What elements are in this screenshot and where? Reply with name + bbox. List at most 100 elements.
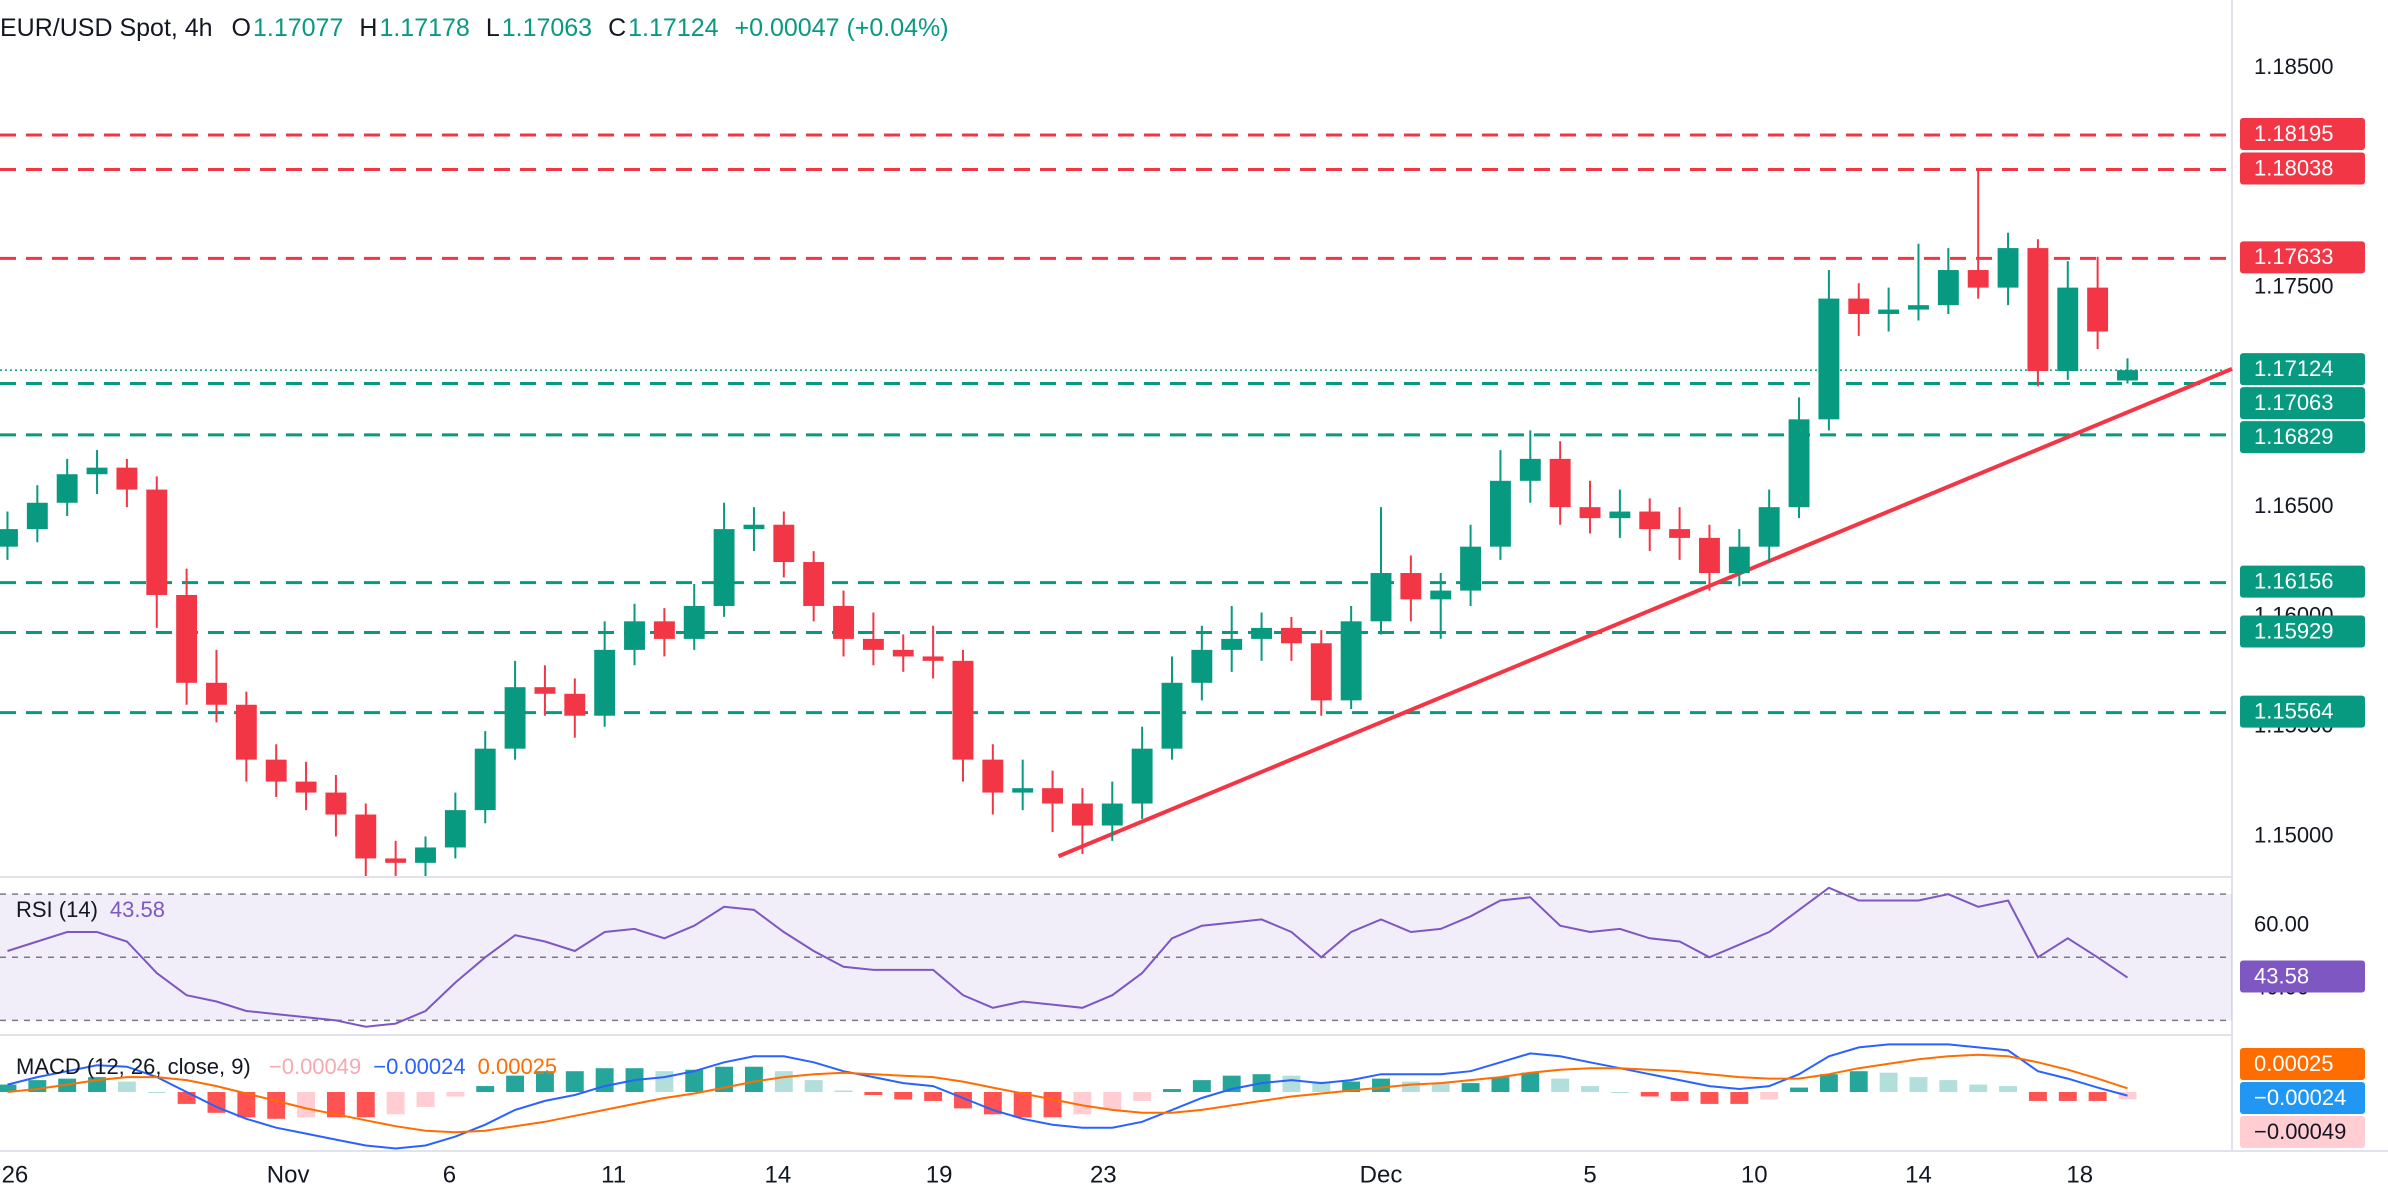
histogram-bar [1939,1080,1958,1093]
histogram-bar [1133,1092,1152,1101]
price-label-box [2240,1082,2365,1114]
candle-body [1878,309,1900,314]
histogram-bar [1043,1092,1062,1118]
histogram-bar [476,1086,495,1093]
histogram-bar [28,1080,47,1093]
candle-body [1788,419,1810,508]
candle-body [474,748,496,811]
ohlc-key: H [359,14,378,42]
price-label-box [2240,565,2365,598]
price-label-box [2240,118,2365,151]
candle-body [892,649,914,657]
histogram-bar [1431,1083,1450,1093]
rsi-line [7,886,2129,1028]
histogram-bar [864,1092,883,1095]
y-tick-label: 1.15000 [2254,822,2334,847]
candle-body [1460,546,1482,591]
candle-body [1639,511,1661,530]
signal-line [7,1053,2128,1134]
x-tick-label: 18 [2066,1161,2093,1188]
histogram-bar [147,1092,166,1094]
candle-body [743,524,765,530]
x-tick-label: 14 [764,1161,791,1188]
x-tick-label: 10 [1741,1161,1768,1188]
candle-body [1071,803,1093,826]
x-tick-label: 6 [443,1161,456,1188]
candle-body [176,594,198,683]
y-tick-label: 1.18500 [2254,54,2334,79]
histogram-bar [1999,1086,2018,1093]
histogram-bar [655,1071,674,1093]
histogram-bar [386,1092,405,1115]
candle-body [534,687,556,694]
price-label-box [2240,1048,2365,1080]
price-label: 1.18038 [2254,155,2334,180]
price-label: 1.17124 [2254,356,2334,381]
price-label: 1.15929 [2254,618,2334,643]
histogram-bar [0,1084,17,1093]
x-tick-label: Nov [267,1161,310,1188]
candle-body [1221,638,1243,650]
histogram-bar [117,1081,136,1093]
histogram-bar [237,1092,256,1118]
candle-body [86,467,108,475]
candle-body [385,858,407,863]
candle-body [683,605,705,639]
candle-body [833,605,854,639]
histogram-bar [1700,1092,1719,1104]
price-label: 1.16829 [2254,424,2334,449]
macd-legend: MACD (12, 26, close, 9) −0.00049 −0.00024… [16,1054,569,1080]
candle-body [1400,573,1422,600]
candle-body [982,759,1004,793]
y-tick-label: 1.16500 [2254,493,2334,518]
candle-body [325,792,347,815]
histogram-bar [924,1092,943,1101]
price-label: −0.00024 [2254,1085,2346,1110]
candle-body [773,524,795,563]
histogram-bar [804,1080,823,1093]
histogram-bar [297,1092,316,1118]
candle-body [1489,480,1511,547]
candle-body [1848,298,1870,314]
histogram-bar [894,1092,913,1100]
y-tick-label: 60.00 [2254,912,2309,937]
candle-body [1042,788,1063,804]
histogram-bar [1461,1083,1480,1093]
symbol-title: EUR/USD Spot, 4h [0,14,213,42]
x-tick-label: 23 [1090,1161,1117,1188]
histogram-bar [177,1092,196,1104]
candle-body [56,474,78,503]
histogram-bar [1790,1087,1808,1093]
price-label: 1.16156 [2254,568,2334,593]
candle-body [1967,270,1989,288]
candle-body [1251,627,1273,639]
histogram-bar [2118,1092,2137,1100]
histogram-bar [1760,1092,1779,1100]
histogram-bar [1819,1074,1838,1093]
candle-body [594,649,616,716]
histogram-bar [1610,1092,1629,1094]
macd-legend-value: −0.00024 [373,1054,466,1079]
rsi-value: 43.58 [109,897,165,922]
histogram-bar [685,1069,704,1093]
candle-body [1997,248,2019,288]
price-label: −0.00049 [2254,1119,2346,1144]
histogram-bar [506,1075,525,1093]
x-tick-label: 19 [926,1161,953,1188]
price-label-box [2240,152,2365,185]
histogram-bar [1372,1078,1390,1093]
price-label: 1.15564 [2254,698,2334,723]
candle-body [713,529,735,606]
candle-body [116,467,138,490]
price-label: 0.00025 [2254,1051,2334,1076]
candle-body [1370,573,1392,622]
histogram-bar [2058,1092,2077,1101]
histogram-bar [1401,1081,1420,1093]
candle-body [1280,627,1302,644]
rsi-legend: RSI (14) 43.58 [16,897,177,923]
candle-body [355,814,377,859]
candle-body [295,781,317,793]
x-tick-label: 26 [2,1161,29,1188]
ohlc-key: O [231,14,251,42]
